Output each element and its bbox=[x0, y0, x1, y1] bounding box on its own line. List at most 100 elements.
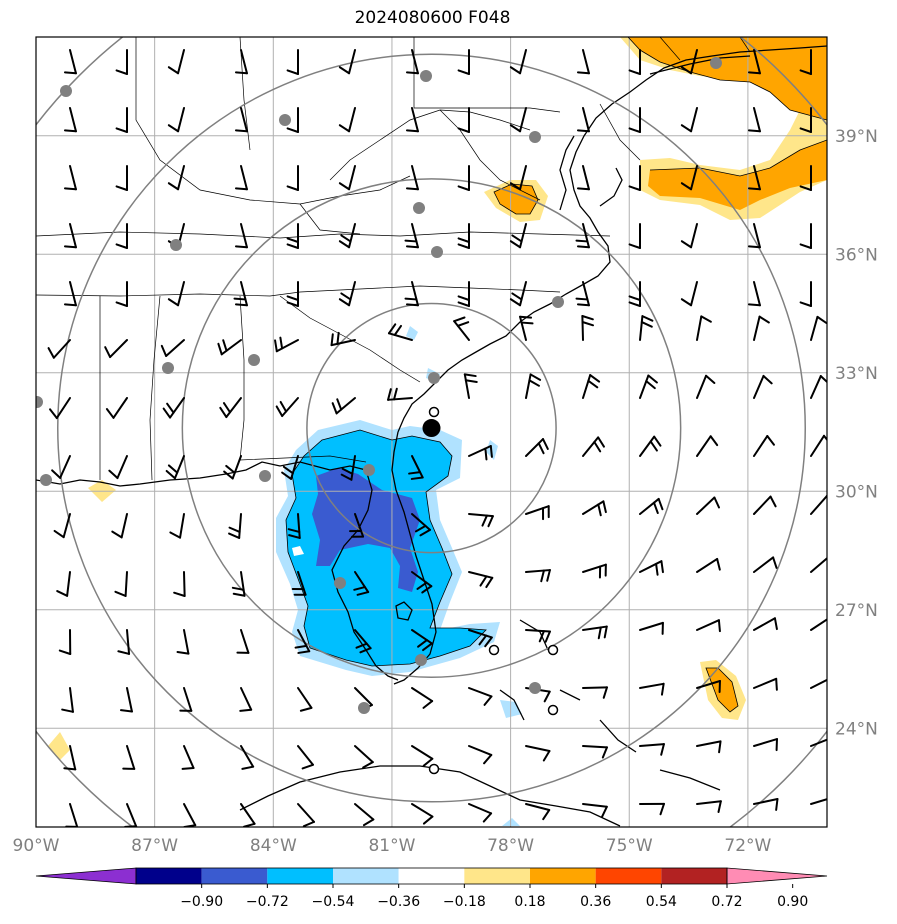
wind-barb-0 bbox=[63, 49, 77, 75]
wind-barb-30 bbox=[167, 165, 185, 191]
wind-barb-52 bbox=[628, 223, 641, 249]
wind-barb-77 bbox=[453, 316, 470, 341]
station-marker-8 bbox=[248, 354, 260, 366]
wind-barb-135 bbox=[582, 563, 607, 579]
wind-barb-64 bbox=[509, 281, 527, 307]
wind-barb-90 bbox=[387, 387, 413, 401]
wind-barb-122 bbox=[639, 497, 664, 515]
wind-barb-124 bbox=[753, 495, 777, 515]
wind-barb-54 bbox=[747, 223, 761, 249]
wind-barb-75 bbox=[330, 331, 356, 347]
wind-barb-97 bbox=[810, 375, 827, 399]
open-marker-0 bbox=[428, 406, 440, 418]
wind-barb-67 bbox=[680, 281, 698, 307]
wind-barb-56 bbox=[63, 281, 77, 307]
wind-barb-169 bbox=[122, 745, 136, 770]
wind-barb-187 bbox=[354, 803, 375, 827]
wind-barb-24 bbox=[628, 107, 641, 133]
lat-label-5: 39°N bbox=[835, 127, 878, 147]
wind-barb-17 bbox=[234, 107, 248, 133]
colorbar-label-8: 0.72 bbox=[711, 894, 742, 910]
wind-barb-98 bbox=[51, 455, 71, 479]
station-marker-19 bbox=[710, 57, 722, 69]
lon-label-3: 81°W bbox=[368, 836, 415, 856]
wind-barb-134 bbox=[525, 569, 551, 583]
wind-barb-100 bbox=[165, 455, 185, 480]
range-ring-1 bbox=[306, 302, 557, 554]
lon-label-4: 78°W bbox=[487, 836, 534, 856]
lon-label-0: 90°W bbox=[13, 836, 60, 856]
wind-barb-151 bbox=[696, 619, 721, 633]
station-marker-6 bbox=[170, 239, 182, 251]
wind-barb-142 bbox=[176, 629, 190, 655]
wind-barb-87 bbox=[219, 397, 242, 419]
lat-label-3: 33°N bbox=[835, 364, 878, 384]
colorbar-swatch-1 bbox=[201, 868, 268, 884]
wind-barb-34 bbox=[405, 165, 419, 191]
wind-barb-22 bbox=[509, 107, 527, 133]
wind-barb-93 bbox=[582, 374, 601, 399]
station-marker-10 bbox=[428, 372, 440, 384]
wind-barb-185 bbox=[240, 803, 256, 827]
open-marker-2 bbox=[547, 644, 559, 656]
wind-barb-148 bbox=[525, 629, 551, 643]
wind-barb-116 bbox=[287, 513, 301, 539]
wind-barb-99 bbox=[108, 455, 128, 480]
wind-barb-89 bbox=[331, 397, 356, 415]
wind-barb-140 bbox=[58, 629, 72, 655]
map-title: 2024080600 F048 bbox=[354, 8, 511, 28]
range-ring-3 bbox=[57, 53, 806, 803]
wind-barb-43 bbox=[115, 223, 128, 249]
colorbar-swatch-8 bbox=[661, 868, 727, 884]
wind-barb-167 bbox=[810, 678, 827, 689]
colorbar-label-0: −0.90 bbox=[180, 894, 223, 910]
station-marker-15 bbox=[334, 577, 346, 589]
wind-barb-160 bbox=[411, 687, 434, 709]
colorbar-label-2: −0.54 bbox=[312, 894, 355, 910]
wind-barb-192 bbox=[639, 802, 665, 816]
wind-barb-180 bbox=[753, 738, 778, 752]
wind-barb-29 bbox=[115, 165, 128, 191]
wind-barb-109 bbox=[696, 435, 719, 457]
wind-barb-128 bbox=[173, 571, 186, 597]
wind-barb-175 bbox=[468, 745, 493, 765]
wind-barb-156 bbox=[179, 687, 193, 712]
station-marker-1 bbox=[279, 114, 291, 126]
wind-barb-14 bbox=[63, 107, 77, 133]
colorbar bbox=[35, 867, 828, 885]
wind-barb-189 bbox=[468, 803, 493, 823]
wind-barb-190 bbox=[525, 803, 551, 821]
wind-barb-41 bbox=[799, 165, 812, 191]
wind-barb-108 bbox=[639, 435, 662, 457]
station-marker-0 bbox=[60, 85, 72, 97]
wind-barb-155 bbox=[120, 687, 133, 713]
wind-barb-138 bbox=[753, 556, 778, 573]
station-marker-11 bbox=[36, 396, 43, 408]
wind-barb-117 bbox=[349, 513, 365, 538]
wind-barb-73 bbox=[217, 339, 242, 356]
wind-barb-171 bbox=[240, 745, 255, 770]
wind-barb-8 bbox=[509, 49, 527, 75]
wind-barb-153 bbox=[810, 618, 827, 631]
wind-barb-12 bbox=[747, 49, 761, 75]
colorbar-swatch-5 bbox=[464, 868, 530, 884]
wind-barb-1 bbox=[115, 49, 128, 75]
colorbar-label-6: 0.36 bbox=[580, 894, 611, 910]
colorbar-label-7: 0.54 bbox=[646, 894, 677, 910]
wind-barb-71 bbox=[104, 339, 128, 359]
wind-barb-6 bbox=[405, 49, 419, 75]
lon-label-2: 84°W bbox=[250, 836, 297, 856]
wind-barb-165 bbox=[696, 680, 721, 693]
lon-label-6: 72°W bbox=[724, 836, 771, 856]
wind-barb-170 bbox=[181, 745, 195, 770]
wind-barb-20 bbox=[405, 107, 419, 133]
wind-barb-149 bbox=[582, 625, 608, 640]
wind-barb-51 bbox=[575, 223, 590, 249]
wind-barb-68 bbox=[747, 281, 761, 307]
wind-barb-157 bbox=[239, 687, 253, 712]
wind-barb-83 bbox=[810, 315, 827, 341]
wind-barb-21 bbox=[457, 107, 470, 133]
wind-barbs bbox=[47, 49, 827, 827]
lat-label-2: 30°N bbox=[835, 482, 878, 502]
wind-barb-36 bbox=[509, 165, 527, 191]
